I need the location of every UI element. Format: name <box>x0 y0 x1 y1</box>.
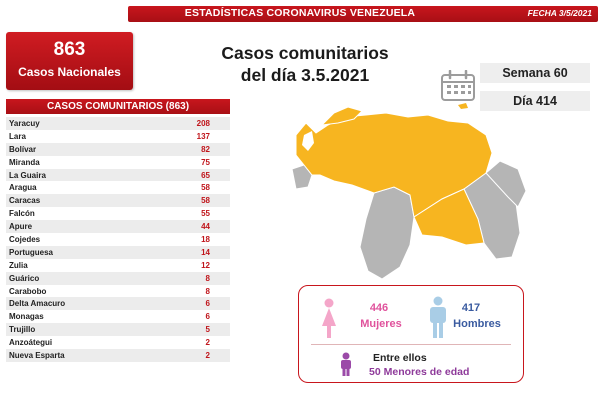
state-cases: 55 <box>201 209 210 219</box>
page-title: ESTADÍSTICAS CORONAVIRUS VENEZUELA <box>184 7 416 19</box>
state-cases: 8 <box>205 273 210 283</box>
state-cases: 14 <box>201 247 210 257</box>
divider <box>311 344 511 345</box>
woman-icon <box>322 298 336 338</box>
state-name: Bolívar <box>9 144 37 154</box>
state-name: Portuguesa <box>9 247 54 257</box>
national-cases-label: Casos Nacionales <box>18 65 121 79</box>
table-row: Falcón 55 <box>6 207 230 220</box>
state-name: Yaracuy <box>9 119 40 128</box>
state-name: Apure <box>9 222 33 232</box>
state-name: Monagas <box>9 312 44 322</box>
table-row: Zulia 12 <box>6 259 230 272</box>
table-row: Monagas 6 <box>6 310 230 323</box>
table-row: Miranda 75 <box>6 156 230 169</box>
minors-count: 50 <box>369 366 381 378</box>
national-cases-box: 863 Casos Nacionales <box>6 32 133 90</box>
table-row: Apure 44 <box>6 220 230 234</box>
cases-table-title: CASOS COMUNITARIOS (863) <box>6 99 230 114</box>
man-icon <box>430 296 446 338</box>
state-name: Anzoátegui <box>9 338 53 348</box>
state-name: Trujillo <box>9 325 36 335</box>
women-label: Mujeres <box>360 318 402 330</box>
state-cases: 6 <box>205 312 210 322</box>
state-name: Delta Amacuro <box>9 299 66 309</box>
child-icon <box>341 352 351 376</box>
state-cases: 6 <box>205 299 210 309</box>
state-name: La Guaira <box>9 170 46 180</box>
men-count: 417 <box>461 302 481 314</box>
top-banner-band <box>128 6 598 22</box>
table-row: Guárico 8 <box>6 271 230 285</box>
table-row: Caracas 58 <box>6 194 230 208</box>
state-name: Carabobo <box>9 286 47 296</box>
map-region-falcon <box>320 106 363 126</box>
state-cases: 75 <box>201 157 210 167</box>
map-region-bolivar <box>413 188 485 246</box>
map-region-amazonas <box>359 186 415 280</box>
report-date: FECHA 3/5/2021 <box>527 8 592 18</box>
table-row: La Guaira 65 <box>6 168 230 182</box>
state-name: Miranda <box>9 157 40 167</box>
national-cases-count: 863 <box>53 39 86 60</box>
state-cases: 208 <box>196 119 210 128</box>
headline-line-1: Casos comunitarios <box>221 43 389 63</box>
state-name: Caracas <box>9 196 41 206</box>
state-name: Guárico <box>9 273 40 283</box>
table-row: Yaracuy 208 <box>6 117 230 130</box>
state-name: Nueva Esparta <box>9 351 65 361</box>
week-number: Semana 60 <box>480 63 590 83</box>
state-name: Aragua <box>9 183 37 193</box>
top-banner: ESTADÍSTICAS CORONAVIRUS VENEZUELA FECHA… <box>0 0 600 24</box>
state-cases: 58 <box>201 183 210 193</box>
table-row: Carabobo 8 <box>6 285 230 298</box>
map-region-esequibo <box>485 160 527 208</box>
headline-line-2: del día 3.5.2021 <box>240 65 370 85</box>
demographics-box: 446 Mujeres 417 Hombres Entre ellos 50 M… <box>298 285 524 383</box>
state-name: Cojedes <box>9 235 41 245</box>
between-label: Entre ellos <box>373 352 427 364</box>
state-cases: 18 <box>201 235 210 245</box>
map-region-tachira <box>291 164 313 190</box>
table-row: Lara 137 <box>6 130 230 143</box>
state-cases: 44 <box>201 222 210 232</box>
state-name: Falcón <box>9 209 35 219</box>
table-row: Aragua 58 <box>6 181 230 194</box>
state-cases: 12 <box>201 260 210 270</box>
map-region-nueva-esparta <box>458 103 468 109</box>
state-cases: 58 <box>201 196 210 206</box>
table-row: Delta Amacuro 6 <box>6 297 230 311</box>
minors-line: 50 Menores de edad <box>369 366 519 378</box>
table-row: Anzoátegui 2 <box>6 336 230 349</box>
table-row: Bolívar 82 <box>6 142 230 156</box>
minors-label: Menores de edad <box>383 366 470 378</box>
state-cases: 2 <box>205 338 210 348</box>
calendar-icon <box>441 70 475 101</box>
state-cases: 2 <box>205 351 210 361</box>
state-cases: 82 <box>201 144 210 154</box>
women-count: 446 <box>369 302 389 314</box>
venezuela-map <box>291 103 527 280</box>
table-row: Nueva Esparta 2 <box>6 349 230 362</box>
day-number: Día 414 <box>480 91 590 111</box>
state-cases: 65 <box>201 170 210 180</box>
state-name: Zulia <box>9 260 28 270</box>
cases-table: Yaracuy 208 Lara 137 Bolívar 82 Miranda 75 L… <box>6 117 230 362</box>
headline: Casos comunitarios del día 3.5.2021 <box>200 42 410 86</box>
state-cases: 5 <box>205 325 210 335</box>
table-row: Portuguesa 14 <box>6 245 230 259</box>
table-row: Cojedes 18 <box>6 233 230 246</box>
men-label: Hombres <box>453 318 501 330</box>
table-row: Trujillo 5 <box>6 323 230 337</box>
state-cases: 137 <box>196 131 210 141</box>
state-name: Lara <box>9 131 26 141</box>
map-region-lake <box>302 131 314 151</box>
state-cases: 8 <box>205 286 210 296</box>
